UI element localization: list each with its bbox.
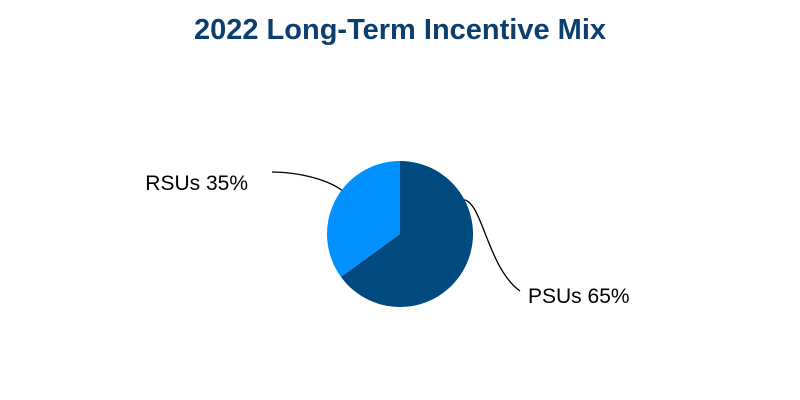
leader-line-psus xyxy=(464,199,521,292)
chart-title: 2022 Long-Term Incentive Mix xyxy=(193,14,607,46)
pie-slice-rsus xyxy=(327,161,400,277)
slice-label-psus: PSUs 65% xyxy=(528,285,630,308)
leader-line-rsus xyxy=(271,171,343,191)
pie-slice-psus xyxy=(340,161,473,307)
slice-label-rsus: RSUs 35% xyxy=(145,172,248,195)
